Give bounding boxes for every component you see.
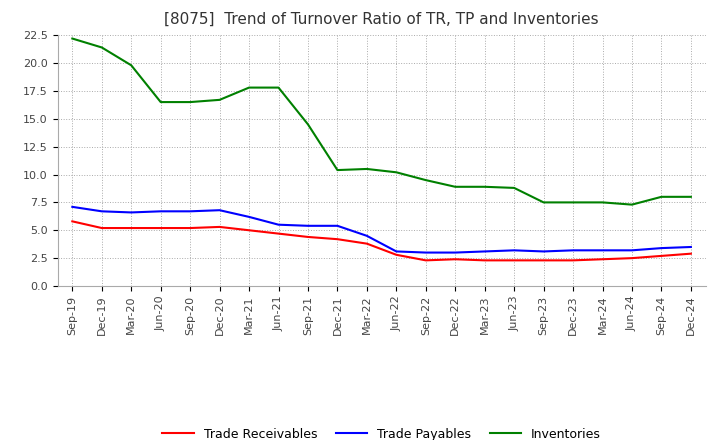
Trade Payables [628, 248, 636, 253]
Trade Payables [127, 210, 135, 215]
Trade Receivables [127, 225, 135, 231]
Line: Inventories: Inventories [72, 39, 691, 205]
Trade Payables [392, 249, 400, 254]
Inventories [392, 170, 400, 175]
Inventories [569, 200, 577, 205]
Trade Receivables [274, 231, 283, 236]
Inventories [539, 200, 548, 205]
Trade Receivables [304, 235, 312, 240]
Trade Receivables [97, 225, 106, 231]
Inventories [333, 168, 342, 173]
Trade Payables [657, 246, 666, 251]
Trade Payables [333, 223, 342, 228]
Trade Payables [97, 209, 106, 214]
Trade Receivables [215, 224, 224, 230]
Line: Trade Receivables: Trade Receivables [72, 221, 691, 260]
Trade Receivables [333, 237, 342, 242]
Trade Payables [156, 209, 165, 214]
Trade Payables [451, 250, 459, 255]
Legend: Trade Receivables, Trade Payables, Inventories: Trade Receivables, Trade Payables, Inven… [157, 423, 606, 440]
Trade Receivables [510, 258, 518, 263]
Trade Receivables [186, 225, 194, 231]
Inventories [363, 166, 372, 172]
Inventories [628, 202, 636, 207]
Inventories [421, 177, 430, 183]
Trade Receivables [421, 258, 430, 263]
Trade Receivables [363, 241, 372, 246]
Trade Receivables [480, 258, 489, 263]
Trade Payables [480, 249, 489, 254]
Inventories [68, 36, 76, 41]
Trade Receivables [68, 219, 76, 224]
Trade Payables [186, 209, 194, 214]
Trade Payables [510, 248, 518, 253]
Inventories [687, 194, 696, 199]
Trade Payables [569, 248, 577, 253]
Trade Payables [68, 204, 76, 209]
Trade Payables [363, 233, 372, 238]
Trade Receivables [598, 257, 607, 262]
Inventories [480, 184, 489, 190]
Inventories [127, 62, 135, 68]
Inventories [156, 99, 165, 105]
Inventories [510, 185, 518, 191]
Title: [8075]  Trend of Turnover Ratio of TR, TP and Inventories: [8075] Trend of Turnover Ratio of TR, TP… [164, 12, 599, 27]
Trade Receivables [628, 256, 636, 261]
Inventories [451, 184, 459, 190]
Inventories [657, 194, 666, 199]
Trade Payables [687, 244, 696, 249]
Inventories [304, 122, 312, 127]
Trade Payables [274, 222, 283, 227]
Trade Payables [539, 249, 548, 254]
Trade Receivables [569, 258, 577, 263]
Trade Payables [598, 248, 607, 253]
Inventories [245, 85, 253, 90]
Trade Receivables [451, 257, 459, 262]
Trade Payables [421, 250, 430, 255]
Inventories [97, 45, 106, 50]
Trade Receivables [657, 253, 666, 259]
Inventories [215, 97, 224, 103]
Trade Receivables [156, 225, 165, 231]
Trade Payables [304, 223, 312, 228]
Trade Receivables [245, 227, 253, 233]
Trade Receivables [687, 251, 696, 257]
Inventories [186, 99, 194, 105]
Inventories [598, 200, 607, 205]
Trade Payables [245, 214, 253, 220]
Trade Payables [215, 208, 224, 213]
Line: Trade Payables: Trade Payables [72, 207, 691, 253]
Trade Receivables [539, 258, 548, 263]
Inventories [274, 85, 283, 90]
Trade Receivables [392, 252, 400, 257]
